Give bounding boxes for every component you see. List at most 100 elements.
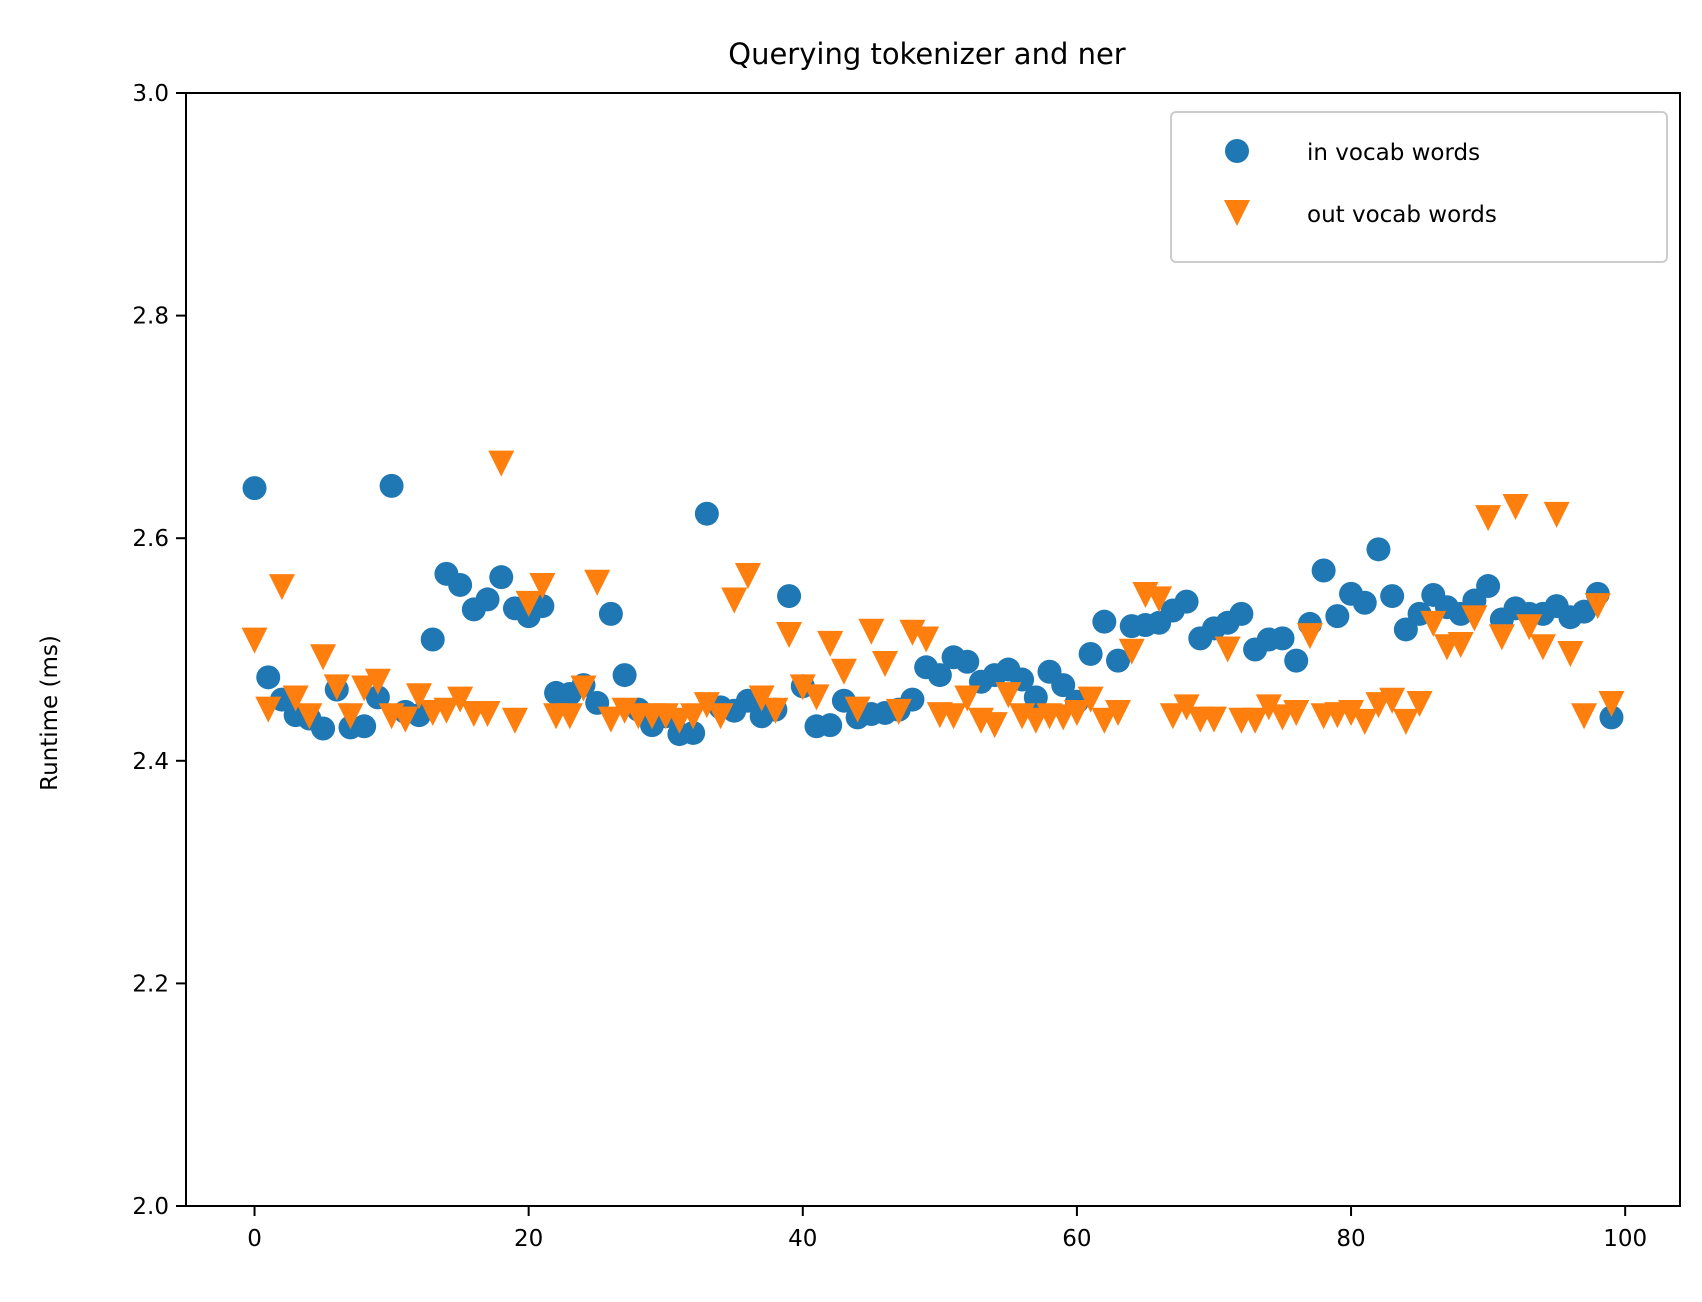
data-point xyxy=(1283,699,1310,726)
y-tick-label: 2.6 xyxy=(132,526,169,552)
plot-frame xyxy=(185,92,1681,1207)
data-point xyxy=(489,565,514,590)
x-tick-label: 40 xyxy=(788,1226,817,1252)
data-point xyxy=(256,665,281,690)
data-point xyxy=(268,574,295,601)
y-tick-label: 2.0 xyxy=(132,1194,169,1220)
data-point xyxy=(1214,636,1241,663)
data-point xyxy=(1063,699,1090,726)
data-point xyxy=(1584,593,1611,620)
y-tick-label: 2.2 xyxy=(132,971,169,997)
data-point xyxy=(817,630,844,657)
data-point xyxy=(1571,703,1598,730)
x-tick-label: 0 xyxy=(247,1226,262,1252)
data-point xyxy=(1351,708,1378,735)
data-point xyxy=(955,649,980,674)
data-point xyxy=(1229,601,1254,626)
legend-label: in vocab words xyxy=(1307,140,1480,166)
data-point xyxy=(1380,584,1405,609)
data-point xyxy=(995,682,1022,709)
data-point xyxy=(1352,590,1377,615)
data-point xyxy=(584,569,611,596)
axes: 0 20 40 60 80 100 2.0 2.2 2.4 2.6 2.8 3.0 xyxy=(132,81,1681,1252)
data-point xyxy=(1406,691,1433,718)
data-point xyxy=(1516,614,1543,641)
data-point xyxy=(1543,501,1570,528)
data-point xyxy=(776,622,803,649)
data-point xyxy=(1284,648,1309,673)
data-point xyxy=(1146,586,1173,613)
legend: in vocab words out vocab words xyxy=(1170,111,1668,263)
data-point xyxy=(364,668,391,695)
data-point xyxy=(1078,641,1103,666)
y-tick-label: 2.8 xyxy=(132,304,169,330)
data-point xyxy=(1475,505,1502,532)
data-point xyxy=(1118,638,1145,665)
data-point xyxy=(681,720,706,745)
data-point xyxy=(1200,706,1227,733)
data-point xyxy=(474,701,501,728)
data-point xyxy=(447,686,474,713)
data-point xyxy=(872,650,899,677)
data-point xyxy=(1077,686,1104,713)
data-point xyxy=(954,685,981,712)
data-point xyxy=(1106,648,1131,673)
data-point xyxy=(1392,708,1419,735)
data-point xyxy=(927,663,952,688)
data-point xyxy=(1242,707,1269,734)
data-point xyxy=(351,675,378,702)
data-point xyxy=(598,601,623,626)
data-point xyxy=(556,703,583,730)
data-point xyxy=(612,663,637,688)
data-point xyxy=(1379,687,1406,714)
data-point xyxy=(803,684,830,711)
data-point xyxy=(433,697,460,724)
data-point xyxy=(777,584,802,609)
data-point xyxy=(406,683,433,710)
data-point xyxy=(379,473,404,498)
data-point xyxy=(1476,574,1501,599)
data-point xyxy=(762,697,789,724)
data-point xyxy=(501,707,528,734)
data-point xyxy=(1270,626,1295,651)
data-point xyxy=(352,714,377,739)
data-point xyxy=(1051,673,1076,698)
data-point xyxy=(1255,694,1282,721)
data-point xyxy=(1502,494,1529,521)
x-tick-label: 100 xyxy=(1603,1226,1647,1252)
data-point xyxy=(1366,537,1391,562)
data-point xyxy=(1599,705,1624,730)
data-point xyxy=(680,703,707,730)
data-point xyxy=(529,573,556,600)
data-point xyxy=(1488,624,1515,651)
data-point xyxy=(323,674,350,701)
data-point xyxy=(1174,589,1199,614)
data-point xyxy=(515,590,542,617)
data-point xyxy=(242,476,267,501)
data-point xyxy=(734,563,761,590)
data-point xyxy=(241,627,268,654)
series-2 xyxy=(241,450,1625,739)
data-point xyxy=(1447,632,1474,659)
legend-label: out vocab words xyxy=(1307,202,1497,228)
x-tick-label: 20 xyxy=(514,1226,543,1252)
data-point xyxy=(1420,610,1447,637)
data-point xyxy=(748,685,775,712)
data-point xyxy=(392,706,419,733)
y-tick-label: 2.4 xyxy=(132,749,169,775)
legend-marker xyxy=(1224,200,1250,226)
data-points xyxy=(241,450,1625,747)
data-point xyxy=(1105,699,1132,726)
data-point xyxy=(858,618,885,645)
data-point xyxy=(282,685,309,712)
data-point xyxy=(488,450,515,477)
data-point xyxy=(310,644,337,671)
data-point xyxy=(721,587,748,614)
data-point xyxy=(1325,604,1350,629)
data-point xyxy=(296,703,323,730)
data-point xyxy=(311,716,336,741)
data-point xyxy=(1091,707,1118,734)
data-point xyxy=(1311,558,1336,583)
legend-marker xyxy=(1225,139,1249,163)
data-point xyxy=(597,706,624,733)
